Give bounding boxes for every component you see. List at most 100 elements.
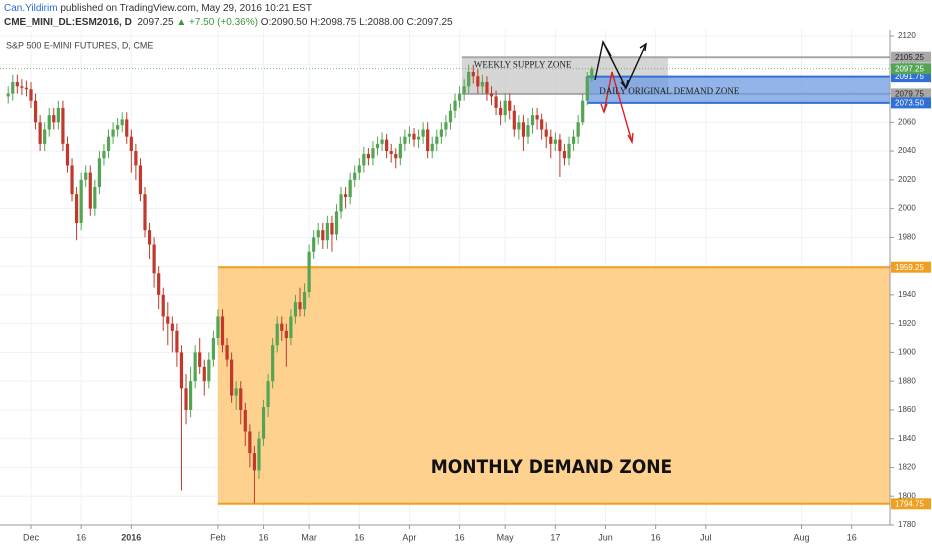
candle-body	[79, 179, 83, 223]
candle-body	[334, 211, 339, 235]
candle-body	[261, 407, 266, 439]
candle-body	[571, 136, 576, 144]
x-tick-label: Apr	[402, 532, 416, 542]
candle-body	[385, 139, 389, 152]
y-tick-label: 1780	[898, 520, 916, 529]
price-tag-label: 2097.25	[895, 64, 924, 73]
candle-body	[198, 352, 202, 367]
price-tag-label: 1959.25	[895, 263, 924, 272]
x-tick-label: Feb	[210, 532, 226, 542]
candle-body	[576, 122, 580, 137]
candle-body	[61, 107, 65, 144]
candle-body	[271, 345, 275, 382]
candle-body	[567, 143, 571, 159]
candle-body	[65, 143, 70, 166]
candle-body	[184, 388, 188, 410]
candle-body	[175, 330, 179, 353]
arrows	[594, 40, 647, 145]
candle-body	[398, 143, 402, 159]
candle-body	[540, 119, 544, 130]
zone-label: DAILY ORIGINAL DEMAND ZONE	[599, 86, 740, 96]
price-tag	[891, 261, 931, 273]
candle-body	[93, 187, 97, 209]
candle-body	[11, 82, 15, 94]
candle-body	[590, 68, 594, 79]
candle-body	[252, 453, 257, 471]
candle-body	[585, 76, 589, 101]
candle-body	[161, 294, 165, 317]
candle-body	[193, 352, 197, 382]
author[interactable]: Can.Yildirim	[4, 3, 58, 14]
candle-body	[366, 153, 371, 159]
candle-body	[111, 129, 115, 137]
x-tick-label: 16	[259, 532, 269, 542]
x-tick-label: 2016	[121, 532, 141, 542]
candle-body	[471, 71, 475, 77]
candle-body	[494, 96, 498, 108]
candle-body	[512, 110, 516, 130]
candle-body	[558, 139, 562, 152]
candle-body	[453, 100, 457, 111]
candle-body	[426, 129, 430, 152]
candle-body	[102, 151, 106, 159]
candle-body	[581, 100, 585, 123]
candle-body	[375, 143, 380, 149]
candle-body	[116, 125, 120, 130]
x-tick-label: 16	[354, 532, 364, 542]
chart-title: S&P 500 E-MINI FUTURES, D, CME	[6, 40, 153, 50]
candle-body	[430, 143, 434, 152]
ohlc-l: L:2088.00	[359, 17, 404, 28]
candle-body	[362, 153, 366, 166]
candle-body	[257, 438, 261, 471]
price-tag-label: 2105.25	[895, 53, 924, 62]
price-tag	[891, 97, 931, 109]
candle-body	[485, 82, 489, 94]
candle-body	[84, 172, 88, 180]
candle-body	[544, 129, 548, 137]
candle-body	[526, 125, 530, 137]
candle-body	[211, 338, 215, 360]
published: published on TradingView.com, May 29, 20…	[60, 3, 312, 14]
y-tick-label: 1840	[898, 434, 916, 443]
x-tick-label: Mar	[301, 532, 317, 542]
x-tick-label: 17	[550, 532, 560, 542]
candle-body	[56, 107, 60, 123]
candle-body	[316, 230, 320, 238]
candle-body	[6, 93, 10, 97]
candle-body	[188, 381, 193, 410]
candle-body	[47, 115, 51, 130]
candle-body	[321, 230, 325, 241]
x-tick-label: Aug	[794, 532, 810, 542]
candle-body	[134, 151, 138, 166]
y-tick-label: 2000	[898, 204, 916, 213]
candle-body	[517, 122, 521, 130]
candle-body	[530, 115, 535, 126]
candle-body	[439, 129, 443, 137]
candle-body	[266, 381, 270, 408]
candle-body	[344, 194, 348, 198]
symbol: CME_MINI_DL:ESM2016, D	[4, 17, 132, 28]
price-tag	[891, 63, 931, 75]
candle-body	[480, 82, 484, 87]
candle-body	[33, 100, 38, 123]
price-tag	[891, 71, 931, 83]
candle-body	[170, 323, 174, 331]
price-tag	[891, 498, 931, 510]
candle-body	[230, 359, 234, 396]
candle-body	[202, 366, 206, 382]
candle-body	[143, 194, 147, 231]
candle-body	[38, 122, 42, 144]
candle-body	[549, 136, 553, 144]
candle-body	[216, 316, 220, 339]
x-tick-label: Jun	[598, 532, 613, 542]
candle-body	[152, 244, 156, 274]
candle-body	[43, 129, 47, 144]
y-tick-label: 1980	[898, 232, 916, 241]
candle-body	[489, 93, 494, 97]
last: 2097.25	[137, 17, 174, 28]
y-tick-label: 1920	[898, 319, 916, 328]
candle-body	[403, 136, 407, 144]
candle-body	[225, 345, 229, 360]
candle-body	[179, 352, 184, 389]
ohlc-h: H:2098.75	[310, 17, 357, 28]
